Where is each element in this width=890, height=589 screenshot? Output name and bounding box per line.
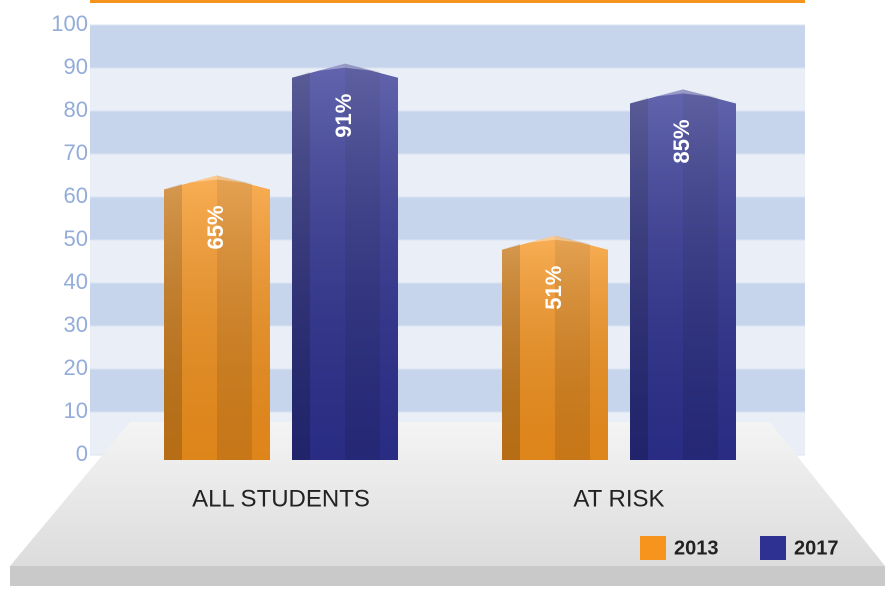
data-label: 85%	[669, 119, 694, 163]
bar	[292, 63, 398, 460]
y-tick-label: 70	[64, 140, 88, 165]
y-tick-label: 40	[64, 269, 88, 294]
bar-cap	[164, 175, 270, 190]
legend-swatch	[640, 536, 666, 560]
bar-sheen	[164, 175, 270, 460]
legend-label: 2017	[794, 537, 839, 559]
bar-sheen	[292, 63, 398, 460]
data-label: 51%	[541, 266, 566, 310]
y-tick-label: 50	[64, 226, 88, 251]
bar	[502, 235, 608, 460]
platform-edge	[10, 566, 885, 586]
bar-cap	[502, 235, 608, 250]
legend-label: 2013	[674, 537, 719, 559]
data-label: 91%	[331, 94, 356, 138]
y-tick-label: 100	[51, 11, 88, 36]
bar-sheen	[502, 235, 608, 460]
y-tick-label: 90	[64, 54, 88, 79]
y-tick-label: 0	[76, 441, 88, 466]
x-tick-label: AT RISK	[573, 485, 664, 512]
x-tick-label: ALL STUDENTS	[192, 485, 370, 512]
bar-sheen	[630, 89, 736, 460]
bar-cap	[292, 63, 398, 78]
y-tick-label: 60	[64, 183, 88, 208]
data-label: 65%	[203, 205, 228, 249]
legend-swatch	[760, 536, 786, 560]
y-tick-label: 20	[64, 355, 88, 380]
bar-cap	[630, 89, 736, 104]
bar	[630, 89, 736, 460]
y-tick-label: 30	[64, 312, 88, 337]
grid-band	[90, 25, 805, 68]
top-rule	[90, 0, 805, 3]
platform	[10, 422, 885, 566]
y-tick-label: 80	[64, 97, 88, 122]
bar	[164, 175, 270, 460]
y-tick-label: 10	[64, 398, 88, 423]
